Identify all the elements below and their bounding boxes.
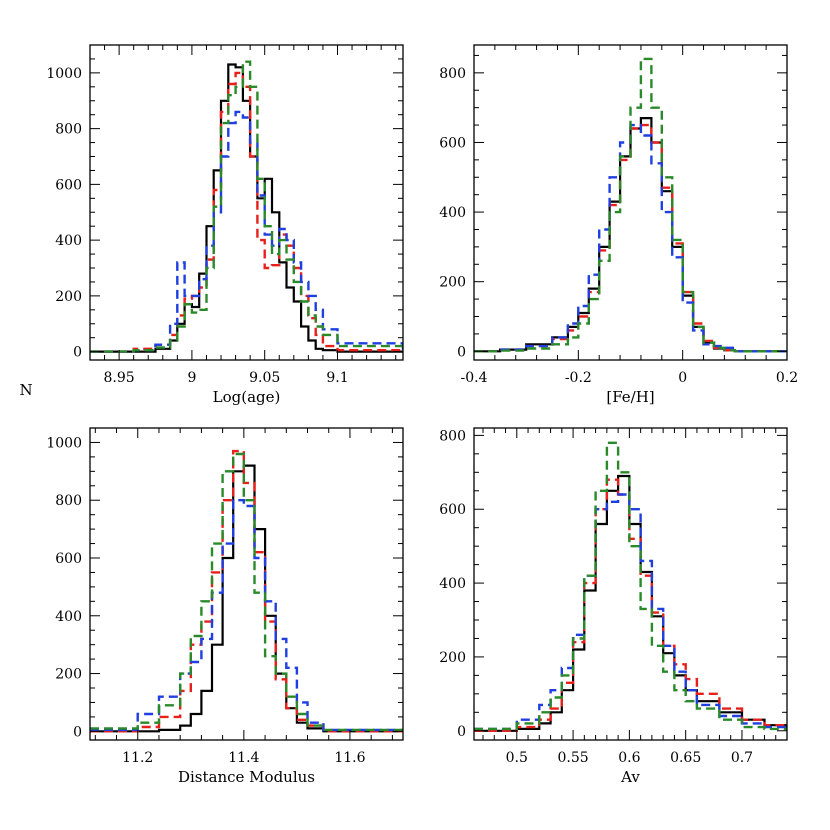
y-tick-label: 200 — [439, 275, 466, 291]
panels-container: 8.95 9 9.05 9.1 0 200 400 600 800 1000 Log(age) -0.… — [46, 44, 798, 786]
x-tick-label: 0.7 — [731, 750, 753, 766]
y-tick-label: 400 — [55, 609, 82, 625]
x-axis-label: Distance Modulus — [178, 768, 315, 786]
y-tick-label: 600 — [439, 135, 466, 151]
y-tick-label: 1000 — [46, 66, 82, 82]
histogram-series-3 — [474, 493, 787, 731]
y-tick-label: 600 — [55, 177, 82, 193]
histogram-series-2 — [474, 123, 787, 353]
histogram-series-4 — [90, 60, 403, 353]
axes-frame — [89, 427, 404, 741]
histogram-series-1 — [90, 63, 403, 353]
series-group — [90, 449, 403, 733]
panel-av: 0.5 0.55 0.6 0.65 0.7 0 200 400 600 800 Av — [439, 427, 788, 786]
y-tick-label: 800 — [439, 66, 466, 82]
x-tick-label: 0.5 — [506, 750, 528, 766]
x-tick-label: 0.65 — [670, 750, 701, 766]
y-tick-label: 800 — [55, 122, 82, 138]
y-tick-label: 400 — [439, 576, 466, 592]
x-tick-label: -0.2 — [565, 370, 592, 386]
y-tick-label: 400 — [55, 233, 82, 249]
y-tick-label: 0 — [457, 344, 466, 360]
x-tick-label: 0.2 — [776, 370, 798, 386]
axes-frame — [89, 44, 404, 361]
y-tick-label: 0 — [73, 724, 82, 740]
x-tick-label: 0.55 — [557, 750, 588, 766]
shared-y-axis-label: N — [19, 381, 32, 399]
y-tick-label: 1000 — [46, 435, 82, 451]
x-tick-label: 0.6 — [618, 750, 640, 766]
x-tick-label: 0 — [678, 370, 687, 386]
x-axis-label: [Fe/H] — [606, 388, 654, 406]
y-tick-label: 600 — [439, 502, 466, 518]
panel-fe-h: -0.4 -0.2 0 0.2 0 200 400 600 800 [Fe/H] — [439, 44, 798, 406]
x-tick-label: 9.1 — [326, 370, 348, 386]
axes-frame — [473, 427, 788, 741]
histogram-series-4 — [90, 452, 403, 732]
x-tick-label: 11.2 — [122, 750, 153, 766]
histogram-series-4 — [474, 57, 787, 353]
x-axis-label: Av — [620, 768, 640, 786]
x-tick-label: 11.4 — [228, 750, 259, 766]
y-tick-label: 200 — [55, 667, 82, 683]
x-tick-label: 9 — [187, 370, 196, 386]
x-tick-label: 9.05 — [249, 370, 280, 386]
y-tick-label: 0 — [457, 724, 466, 740]
series-group — [90, 60, 403, 353]
x-tick-label: 8.95 — [104, 370, 135, 386]
y-tick-label: 200 — [439, 650, 466, 666]
x-tick-label: -0.4 — [461, 370, 488, 386]
y-tick-label: 800 — [55, 493, 82, 509]
series-group — [474, 57, 787, 353]
panel-distance-modulus: 11.2 11.4 11.6 0 200 400 600 800 1000 Distance Mo… — [46, 427, 404, 786]
axes-frame — [473, 44, 788, 361]
y-tick-label: 0 — [73, 345, 82, 361]
y-tick-label: 400 — [439, 205, 466, 221]
y-tick-label: 200 — [55, 289, 82, 305]
y-tick-label: 800 — [439, 428, 466, 444]
panel-log-age: 8.95 9 9.05 9.1 0 200 400 600 800 1000 Log(age) — [46, 44, 404, 406]
histogram-series-3 — [474, 123, 787, 353]
x-tick-label: 11.6 — [334, 750, 365, 766]
histogram-series-3 — [90, 499, 403, 732]
histogram-series-2 — [90, 449, 403, 733]
histogram-series-4 — [474, 441, 787, 731]
series-group — [474, 441, 787, 732]
histogram-series-2 — [90, 71, 403, 353]
y-tick-label: 600 — [55, 551, 82, 567]
histogram-series-3 — [90, 110, 403, 353]
x-axis-label: Log(age) — [213, 388, 281, 406]
